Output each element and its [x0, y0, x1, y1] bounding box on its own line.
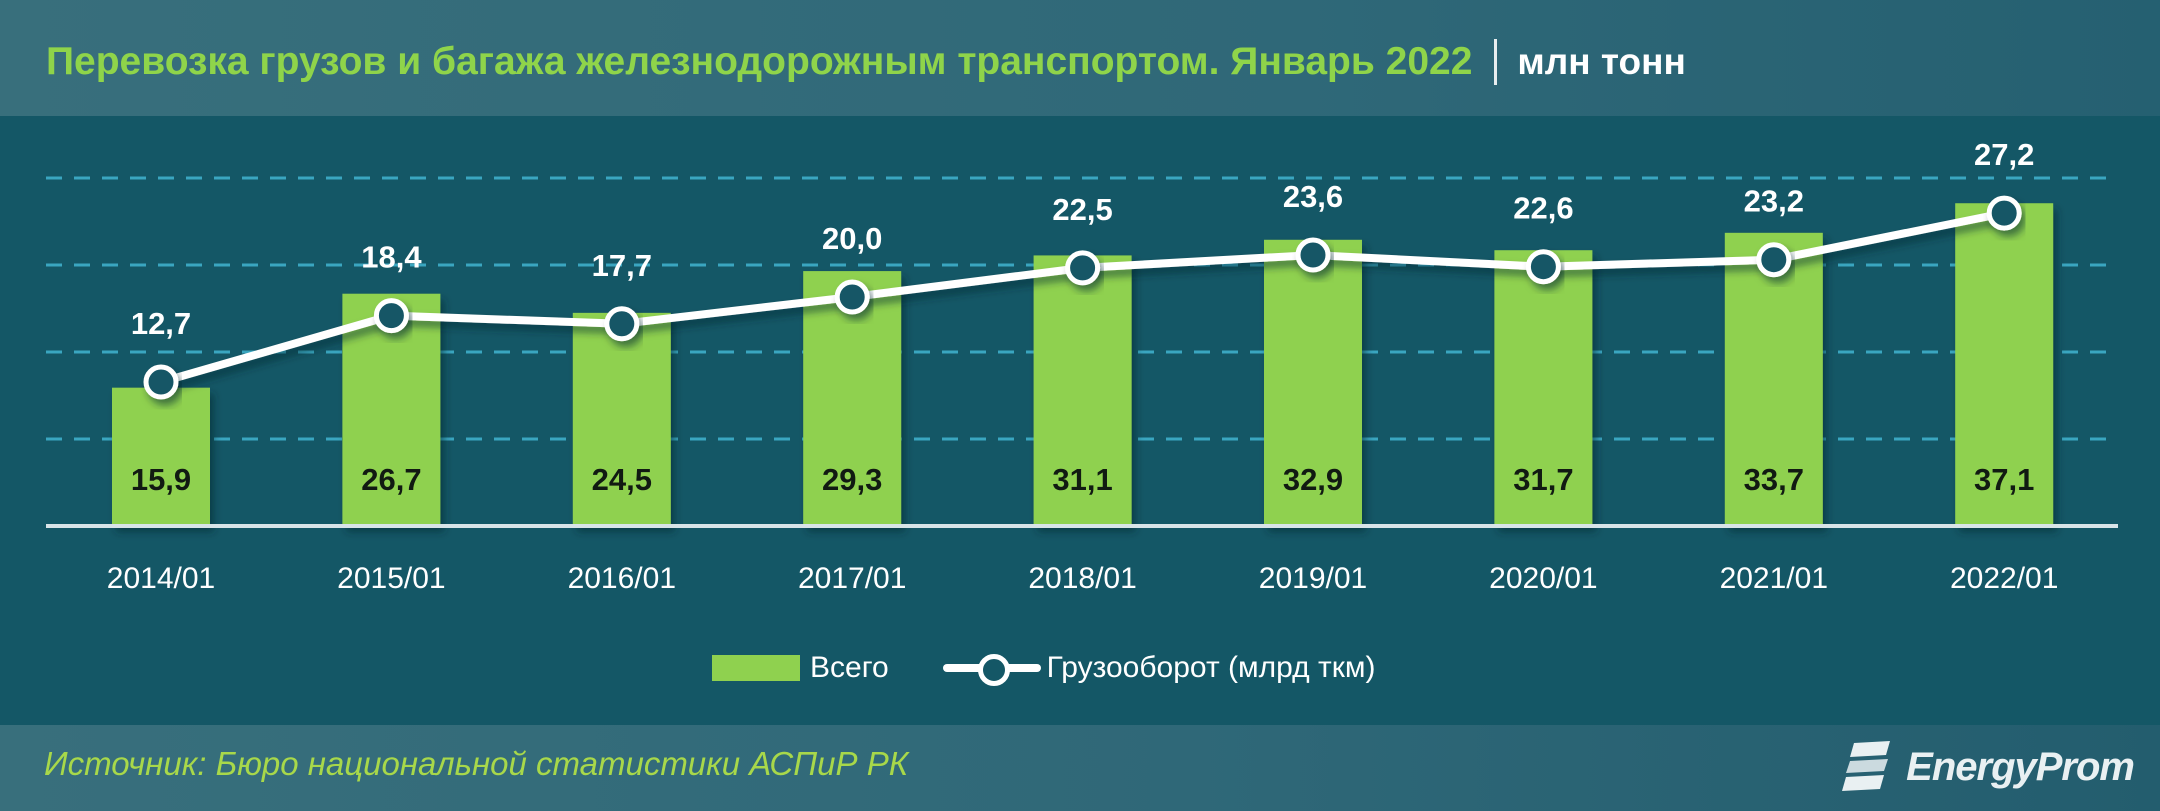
legend: Всего Грузооборот (млрд ткм) [712, 650, 1375, 686]
energyprom-logo-icon [1842, 741, 1891, 791]
chart-header: Перевозка грузов и багажа железнодорожны… [0, 0, 2160, 116]
x-tick-label: 2015/01 [337, 562, 445, 595]
bar-2020/01 [1494, 250, 1593, 526]
line-marker [604, 306, 640, 342]
legend-bar-label: Всего [810, 651, 889, 684]
legend-line-marker-icon [942, 651, 1041, 686]
bar-2014/01 [112, 387, 210, 526]
line-marker [373, 298, 409, 334]
line-value-label: 22,5 [1052, 192, 1112, 227]
title-divider [1494, 39, 1498, 85]
line-marker [1525, 249, 1561, 285]
line-marker [834, 279, 870, 315]
x-axis-labels: 2014/01 2015/01 2016/01 2017/01 2018/01 2019/… [107, 562, 2059, 595]
x-tick-label: 2017/01 [798, 562, 906, 595]
line-marker [1756, 242, 1792, 278]
bar-value-label: 29,3 [822, 462, 882, 497]
line-value-label: 18,4 [361, 240, 422, 275]
footer: Источник: Бюро национальной статистики А… [0, 725, 2160, 811]
bar-value-label: 37,1 [1974, 462, 2034, 497]
bar-value-label: 31,7 [1513, 462, 1573, 497]
line-value-label: 22,6 [1513, 191, 1573, 226]
bar-value-label: 33,7 [1744, 462, 1804, 497]
line-value-label: 27,2 [1974, 137, 2034, 172]
bar-value-label: 15,9 [131, 462, 191, 497]
line-marker [1065, 250, 1101, 286]
line-value-label: 20,0 [822, 221, 882, 256]
bar-value-label: 32,9 [1283, 462, 1343, 497]
bar-value-label: 24,5 [592, 462, 652, 497]
chart-title: Перевозка грузов и багажа железнодорожны… [46, 40, 1473, 83]
line-value-label: 23,2 [1744, 184, 1804, 219]
line-series: 12,7 18,4 17,7 20,0 22,5 23,6 22,6 23,2 27,2 [131, 137, 2034, 400]
chart-unit: млн тонн [1517, 41, 1686, 82]
legend-line-label: Грузооборот (млрд ткм) [1046, 651, 1376, 684]
source-note: Источник: Бюро национальной статистики А… [44, 745, 909, 782]
line-marker [1295, 237, 1331, 273]
bar-2021/01 [1724, 232, 1823, 526]
bar-value-label: 26,7 [361, 462, 421, 497]
logo-text: EnergyProm [1906, 744, 2135, 789]
bar-series: 15,9 26,7 24,5 29,3 31,1 32,9 31,7 33,7 37,1 [112, 203, 2054, 527]
legend-bar-swatch [712, 655, 800, 681]
x-tick-label: 2021/01 [1720, 562, 1828, 595]
line-value-label: 12,7 [131, 306, 191, 341]
line-marker [1986, 195, 2022, 231]
line-value-label: 23,6 [1283, 179, 1343, 214]
bar-2016/01 [572, 312, 671, 526]
title-row: Перевозка грузов и багажа железнодорожны… [46, 36, 1686, 88]
x-tick-label: 2018/01 [1028, 562, 1136, 595]
x-tick-label: 2020/01 [1489, 562, 1597, 595]
bar-2019/01 [1264, 239, 1362, 526]
energyprom-logo: EnergyProm [1838, 737, 2135, 797]
line-value-label: 17,7 [592, 248, 652, 283]
bar-2022/01 [1955, 203, 2054, 527]
bar-value-label: 31,1 [1052, 462, 1112, 497]
x-tick-label: 2014/01 [107, 562, 215, 595]
bar-2018/01 [1033, 255, 1132, 526]
x-tick-label: 2022/01 [1950, 562, 2058, 595]
x-tick-label: 2019/01 [1259, 562, 1367, 595]
x-tick-label: 2016/01 [568, 562, 676, 595]
line-marker [143, 364, 179, 400]
